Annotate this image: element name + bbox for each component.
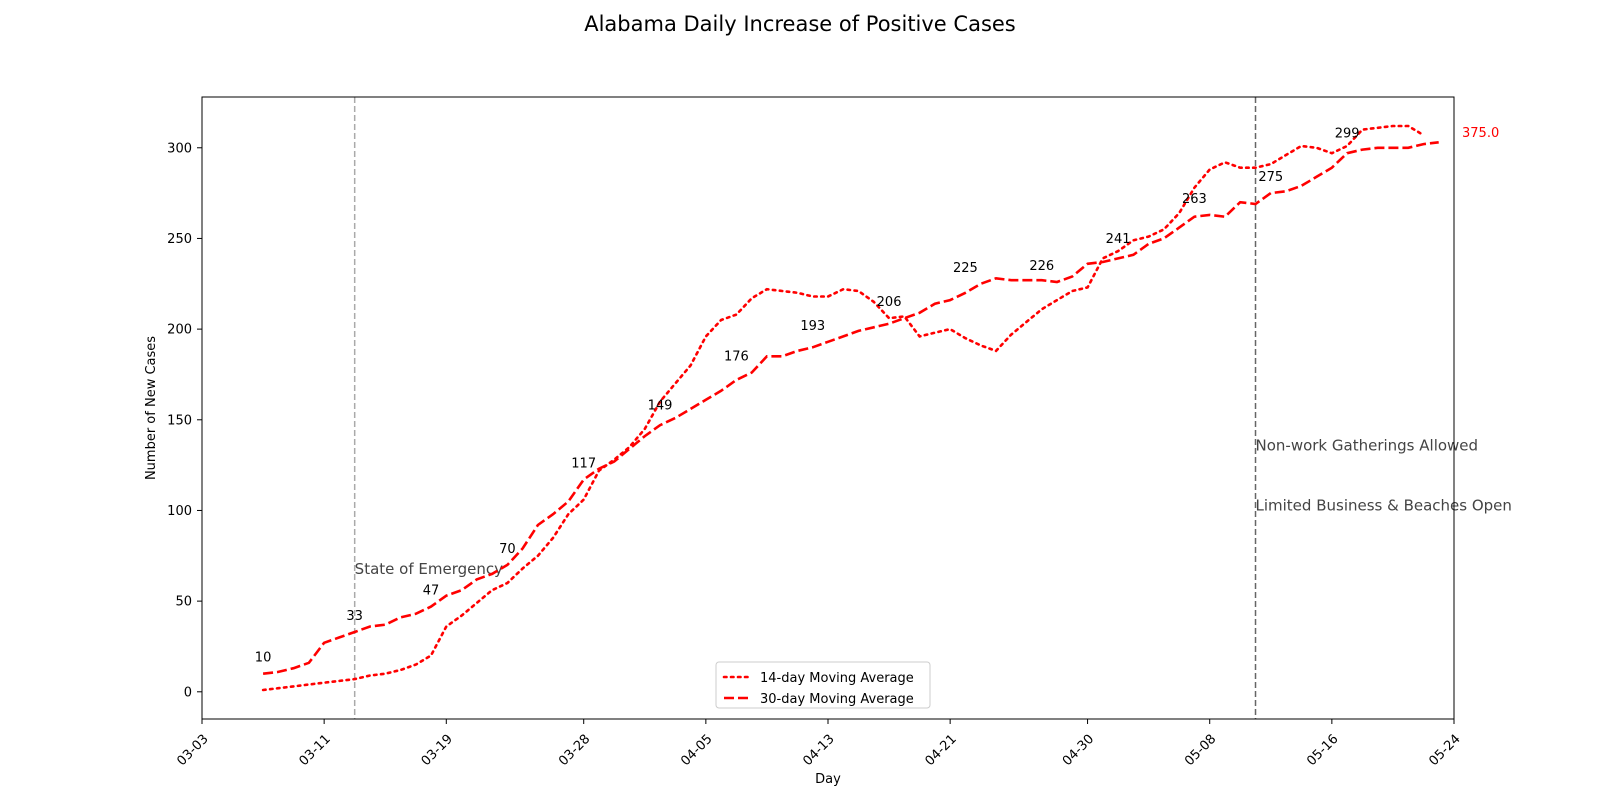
- data-label: 176: [724, 350, 749, 365]
- data-label: 299: [1335, 127, 1360, 142]
- event-label: Non-work Gatherings Allowed: [1256, 437, 1479, 455]
- chart-title: Alabama Daily Increase of Positive Cases: [584, 12, 1016, 36]
- event-label: Limited Business & Beaches Open: [1256, 496, 1512, 514]
- data-label: 226: [1029, 259, 1054, 274]
- y-axis-label: Number of New Cases: [144, 336, 159, 480]
- data-label: 241: [1106, 232, 1131, 247]
- y-tick-label: 150: [167, 413, 192, 428]
- data-label: 47: [423, 584, 440, 599]
- x-tick-label: 03-11: [296, 732, 333, 769]
- data-label: 193: [800, 319, 825, 334]
- plot-content: State of Emergency Non-work Gatherings Al…: [255, 97, 1512, 719]
- x-axis: 03-03 03-11 03-19 03-28 04-05 04-13 04-21 04-30…: [174, 719, 1464, 769]
- off-scale-label: 375.0: [1462, 126, 1499, 141]
- x-tick-label: 03-28: [556, 732, 593, 769]
- data-label: 149: [648, 399, 673, 414]
- x-tick-label: 04-05: [678, 732, 715, 769]
- y-tick-label: 0: [184, 685, 192, 700]
- x-tick-label: 05-16: [1304, 732, 1341, 769]
- legend-entry: 14-day Moving Average: [760, 671, 914, 686]
- event-label: State of Emergency: [355, 560, 503, 578]
- x-tick-label: 04-13: [800, 732, 837, 769]
- x-tick-label: 03-19: [419, 732, 456, 769]
- legend: 14-day Moving Average 30-day Moving Avera…: [715, 661, 931, 709]
- data-label: 263: [1182, 192, 1207, 207]
- data-label: 206: [877, 295, 902, 310]
- data-label: 225: [953, 261, 978, 276]
- y-tick-label: 100: [167, 504, 192, 519]
- data-label: 70: [499, 542, 516, 557]
- plot-frame: [201, 96, 1455, 720]
- series-line-30-day: [262, 141, 1439, 675]
- x-tick-label: 04-21: [922, 732, 959, 769]
- data-label: 33: [346, 609, 363, 624]
- y-axis: 0 50 100 150 200 250 300: [167, 141, 202, 700]
- x-tick-label: 04-30: [1060, 732, 1097, 769]
- series-line-14-day: [261, 124, 1425, 692]
- legend-entry: 30-day Moving Average: [760, 692, 914, 707]
- data-label: 117: [571, 457, 596, 472]
- y-tick-label: 200: [167, 323, 192, 338]
- y-tick-label: 250: [167, 232, 192, 247]
- x-axis-label: Day: [815, 772, 841, 787]
- legend-box: [715, 661, 931, 709]
- x-tick-label: 05-24: [1426, 732, 1463, 769]
- x-tick-label: 03-03: [174, 732, 211, 769]
- y-tick-label: 300: [167, 141, 192, 156]
- data-label: 275: [1258, 170, 1283, 185]
- data-label: 10: [255, 651, 272, 666]
- y-tick-label: 50: [175, 595, 192, 610]
- x-tick-label: 05-08: [1182, 732, 1219, 769]
